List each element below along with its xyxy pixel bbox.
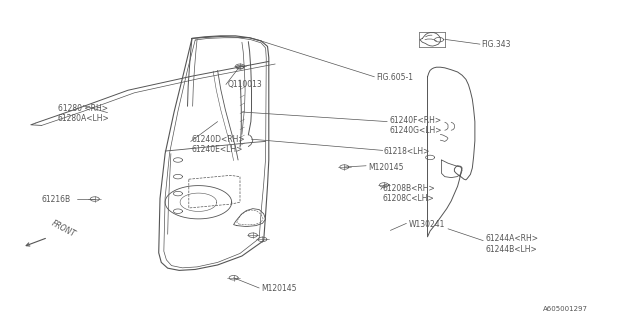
Text: FRONT: FRONT [50,219,77,239]
Text: 61280 <RH>
61280A<LH>: 61280 <RH> 61280A<LH> [58,104,109,123]
Text: M120145: M120145 [368,163,403,172]
Text: 61218<LH>: 61218<LH> [384,148,430,156]
Text: 61216B: 61216B [42,195,71,204]
Text: FIG.605-1: FIG.605-1 [376,73,413,82]
Text: FIG.343: FIG.343 [481,40,511,49]
Text: M120145: M120145 [261,284,296,293]
Text: 61240F<RH>
61240G<LH>: 61240F<RH> 61240G<LH> [389,116,442,135]
Text: 61240D<RH>
61240E<LH>: 61240D<RH> 61240E<LH> [192,135,246,154]
Text: A605001297: A605001297 [543,306,588,312]
Text: Q110013: Q110013 [227,80,262,89]
Text: 61244A<RH>
61244B<LH>: 61244A<RH> 61244B<LH> [485,234,538,253]
Text: 61208B<RH>
61208C<LH>: 61208B<RH> 61208C<LH> [383,184,435,203]
Text: W130241: W130241 [408,220,445,229]
